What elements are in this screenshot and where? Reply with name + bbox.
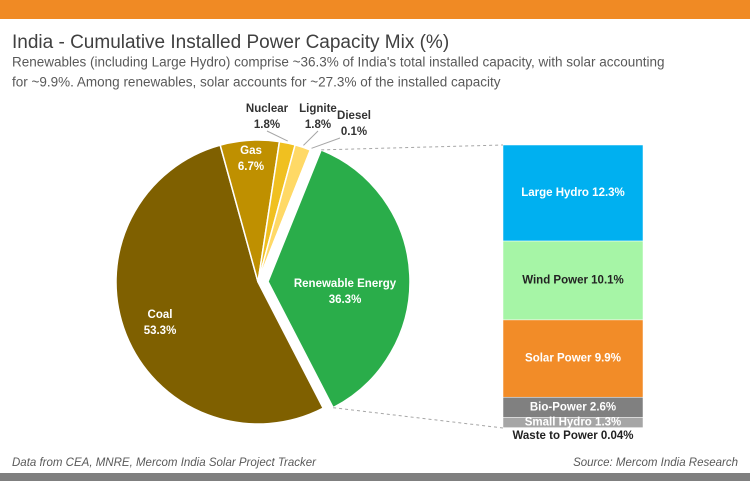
pie-label: Coal 53.3% (144, 309, 177, 337)
bar-label-value: 0.04% (601, 430, 634, 442)
pie-label-value: 1.8% (254, 119, 280, 131)
bar-label-category: Small Hydro (525, 417, 592, 429)
pie-label: Lignite 1.8% (299, 103, 337, 131)
bottom-band (0, 473, 750, 481)
pie-slice (115, 144, 325, 425)
pie-slice (267, 148, 411, 409)
bar-segment (502, 240, 644, 321)
pie-label-category: Nuclear (246, 103, 289, 115)
pie-label-category: Lignite (299, 103, 337, 115)
bar-label-category: Bio-Power (530, 401, 587, 413)
bar-label-category: Wind Power (522, 275, 588, 287)
leader-line (311, 137, 341, 149)
bar-label: Solar Power 9.9% (525, 353, 621, 365)
top-band (0, 0, 750, 19)
pie-label-category: Coal (148, 309, 173, 321)
footer-note: Data from CEA, MNRE, Mercom India Solar … (12, 457, 317, 469)
connector (333, 407, 504, 429)
pie-label-category: Renewable Energy (294, 278, 397, 290)
pie-label-value: 0.1% (341, 126, 367, 138)
pie-label-value: 1.8% (305, 119, 331, 131)
pie-label-value: 6.7% (238, 161, 264, 173)
pie-slice (257, 149, 313, 283)
pie-label: Diesel 0.1% (337, 110, 371, 138)
bar-label-value: 9.9% (595, 353, 621, 365)
bar-label: Wind Power 10.1% (522, 275, 624, 287)
bar-segment (502, 319, 644, 398)
bar-label-value: 2.6% (590, 401, 616, 413)
connector (321, 144, 504, 151)
pie-label: Renewable Energy 36.3% (294, 278, 397, 306)
pie-label: Nuclear 1.8% (246, 103, 289, 131)
pie-label-category: Diesel (337, 110, 371, 122)
leader-line (266, 130, 288, 142)
bar-label: Large Hydro 12.3% (521, 187, 625, 199)
bar-label: Small Hydro 1.3% (525, 417, 622, 429)
bar-segment (502, 144, 644, 242)
bar-label-category: Solar Power (525, 353, 592, 365)
bar-label: Waste to Power 0.04% (512, 430, 633, 442)
bar-label-value: 1.3% (595, 417, 621, 429)
subtitle: Renewables (including Large Hydro) compr… (12, 55, 665, 70)
bar-label-value: 12.3% (592, 187, 625, 199)
bar-label-value: 10.1% (591, 275, 624, 287)
pie-label-value: 53.3% (144, 325, 177, 337)
pie-label: Gas 6.7% (238, 145, 264, 173)
bar-label-category: Large Hydro (521, 187, 589, 199)
bar-label-category: Waste to Power (512, 430, 598, 442)
bar-label: Bio-Power 2.6% (530, 401, 616, 413)
pie-label-category: Gas (240, 145, 262, 157)
pie-label-value: 36.3% (329, 294, 362, 306)
leader-line (303, 130, 319, 146)
chart-title: India - Cumulative Installed Power Capac… (12, 32, 449, 53)
footer-source: Source: Mercom India Research (573, 457, 738, 469)
subtitle: for ~9.9%. Among renewables, solar accou… (12, 75, 501, 90)
